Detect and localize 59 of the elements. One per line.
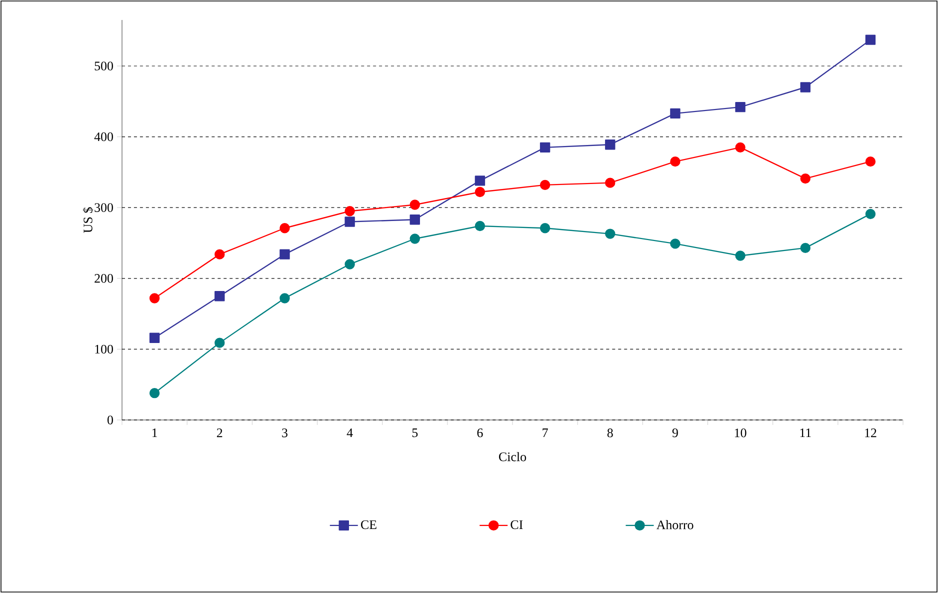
point bbox=[605, 139, 616, 150]
x-tick-label: 1 bbox=[152, 428, 158, 438]
point bbox=[474, 186, 486, 198]
y-tick-label: 100 bbox=[95, 344, 113, 354]
point bbox=[670, 108, 680, 119]
x-tick-label: 12 bbox=[865, 428, 876, 438]
legend-label: Ahorro bbox=[656, 520, 694, 530]
point bbox=[344, 206, 355, 216]
point bbox=[800, 173, 810, 184]
point bbox=[800, 242, 810, 254]
point bbox=[280, 249, 290, 260]
point bbox=[344, 216, 355, 227]
point bbox=[735, 250, 746, 261]
x-tick-label: 8 bbox=[607, 428, 613, 438]
legend-label: CI bbox=[510, 520, 523, 530]
x-tick-label: 11 bbox=[800, 428, 811, 438]
legend-label: CE bbox=[361, 520, 376, 530]
point bbox=[605, 178, 616, 188]
point bbox=[670, 156, 680, 167]
point bbox=[540, 223, 550, 234]
point bbox=[540, 142, 550, 153]
y-tick-label: 200 bbox=[94, 274, 113, 283]
x-tick-label: 4 bbox=[346, 428, 353, 438]
point bbox=[670, 238, 680, 249]
x-tick-label: 3 bbox=[282, 428, 288, 438]
x-tick-label: 5 bbox=[412, 428, 418, 438]
y-tick-label: 0 bbox=[108, 416, 113, 424]
x-tick-label: 2 bbox=[216, 428, 222, 438]
y-tick-label: 500 bbox=[94, 62, 113, 70]
y-tick-label: 300 bbox=[94, 203, 113, 212]
x-tick-label: 10 bbox=[734, 428, 746, 438]
point bbox=[865, 34, 876, 45]
point bbox=[474, 220, 486, 232]
x-axis-title: Ciclo bbox=[499, 452, 526, 462]
point bbox=[344, 259, 355, 270]
point bbox=[865, 208, 876, 220]
point bbox=[605, 228, 616, 239]
point bbox=[735, 142, 746, 153]
point bbox=[735, 102, 746, 112]
point bbox=[214, 338, 225, 348]
point bbox=[474, 176, 486, 186]
point bbox=[410, 214, 420, 225]
point bbox=[410, 234, 420, 244]
point bbox=[214, 290, 225, 302]
point bbox=[410, 200, 420, 210]
y-tick-label: 400 bbox=[94, 132, 113, 142]
point bbox=[865, 156, 876, 167]
point bbox=[149, 388, 160, 398]
x-tick-label: 7 bbox=[542, 428, 548, 437]
x-tick-label: 9 bbox=[672, 428, 678, 438]
x-tick-label: 6 bbox=[477, 428, 483, 438]
y-axis-title: US $ bbox=[82, 207, 94, 233]
point bbox=[149, 293, 160, 304]
point bbox=[540, 180, 550, 190]
point bbox=[149, 332, 160, 343]
point bbox=[214, 249, 225, 260]
point bbox=[280, 293, 290, 304]
point bbox=[280, 223, 290, 234]
point bbox=[800, 82, 810, 92]
